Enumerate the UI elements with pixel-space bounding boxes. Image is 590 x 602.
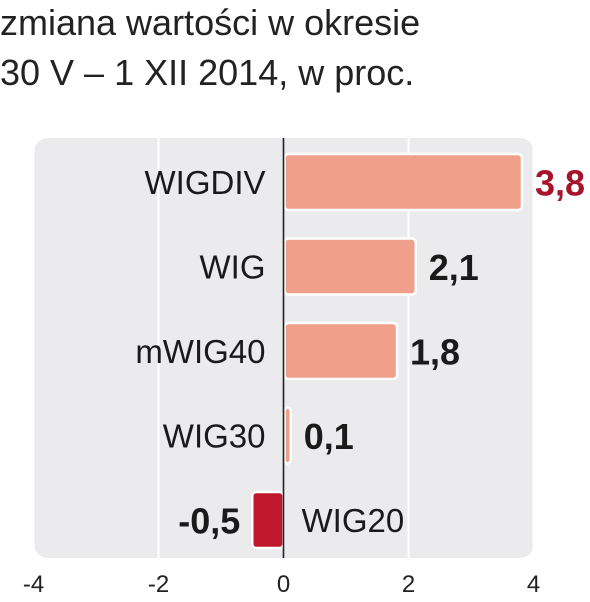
bar: [283, 237, 417, 296]
category-label: WIG20: [302, 502, 405, 539]
category-label: WIG: [200, 248, 266, 285]
data-label: 3,8: [535, 163, 585, 204]
x-tick-label: 4: [527, 571, 540, 598]
data-label: 0,1: [304, 416, 354, 457]
bar: [283, 406, 292, 465]
x-tick-label: -4: [23, 571, 44, 598]
data-label: 2,1: [429, 247, 479, 288]
labels: WIGDIV 3,8 WIG 2,1 mWIG40 1,8 WIG30 0,1 WIG20 -0,…: [135, 163, 585, 542]
bar: [283, 152, 524, 212]
chart-subtitle: 30 V – 1 XII 2014, w proc.: [0, 52, 415, 93]
category-label: mWIG40: [135, 333, 265, 370]
bars: [251, 152, 524, 550]
bar: [251, 490, 285, 550]
bar: [283, 321, 399, 381]
x-tick-label: 2: [402, 571, 415, 598]
chart-title-line-1: zmiana wartości w okresie: [0, 2, 421, 43]
x-tick-label: -2: [148, 571, 169, 598]
data-label: -0,5: [178, 501, 240, 542]
x-tick-label: 0: [277, 571, 290, 598]
x-axis-ticks: -4 -2 0 2 4: [23, 571, 540, 598]
data-label: 1,8: [410, 332, 460, 373]
category-label: WIG30: [163, 417, 266, 454]
category-label: WIGDIV: [145, 164, 266, 201]
